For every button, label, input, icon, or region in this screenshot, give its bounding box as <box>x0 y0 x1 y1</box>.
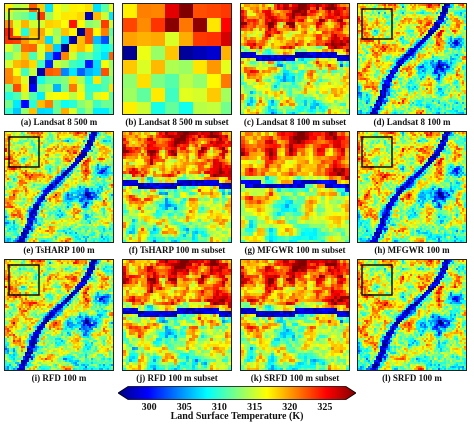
lst-map <box>241 4 349 114</box>
map-panel-e <box>4 131 114 243</box>
lst-map <box>241 260 349 370</box>
colorbar-tick-label: 300 <box>134 402 164 413</box>
map-panel-j <box>122 259 232 371</box>
map-panel-h <box>357 131 467 243</box>
subset-box <box>8 8 40 40</box>
lst-map <box>241 132 349 242</box>
colorbar-tick-label: 315 <box>240 402 270 413</box>
panel-caption-g: (g) MFGWR 100 m subset <box>236 245 354 255</box>
panel-caption-d: (d) Landsat 8 100 m <box>353 117 471 127</box>
colorbar-tick-label: 310 <box>204 402 234 413</box>
colorbar-tick-label: 320 <box>275 402 305 413</box>
colorbar-tick-label: 325 <box>310 402 340 413</box>
subset-box <box>361 136 393 168</box>
map-panel-k <box>240 259 350 371</box>
panel-caption-b: (b) Landsat 8 500 m subset <box>118 117 236 127</box>
map-panel-f <box>122 131 232 243</box>
lst-map <box>5 260 113 370</box>
lst-map <box>358 4 466 114</box>
map-panel-i <box>4 259 114 371</box>
panel-caption-l: (l) SRFD 100 m <box>353 373 471 383</box>
panel-caption-e: (e) TsHARP 100 m <box>0 245 118 255</box>
colorbar-tick-label: 305 <box>169 402 199 413</box>
map-panel-d <box>357 3 467 115</box>
panel-caption-i: (i) RFD 100 m <box>0 373 118 383</box>
map-panel-c <box>240 3 350 115</box>
subset-box <box>8 136 40 168</box>
panel-caption-h: (h) MFGWR 100 m <box>353 245 471 255</box>
map-panel-l <box>357 259 467 371</box>
map-panel-g <box>240 131 350 243</box>
panel-caption-k: (k) SRFD 100 m subset <box>236 373 354 383</box>
panel-caption-c: (c) Landsat 8 100 m subset <box>236 117 354 127</box>
subset-box <box>361 8 393 40</box>
panel-caption-f: (f) TsHARP 100 m subset <box>118 245 236 255</box>
lst-map <box>358 132 466 242</box>
map-panel-a <box>4 3 114 115</box>
colorbar-gradient <box>118 386 356 400</box>
lst-map <box>5 132 113 242</box>
subset-box <box>361 264 393 296</box>
lst-map <box>123 260 231 370</box>
lst-map <box>5 4 113 114</box>
map-panel-b <box>122 3 232 115</box>
lst-map <box>358 260 466 370</box>
panel-caption-a: (a) Landsat 8 500 m <box>0 117 118 127</box>
lst-map <box>123 4 231 114</box>
panel-caption-j: (j) RFD 100 m subset <box>118 373 236 383</box>
subset-box <box>8 264 40 296</box>
lst-map <box>123 132 231 242</box>
colorbar <box>118 386 356 400</box>
colorbar-label: Land Surface Temperature (K) <box>0 411 474 422</box>
